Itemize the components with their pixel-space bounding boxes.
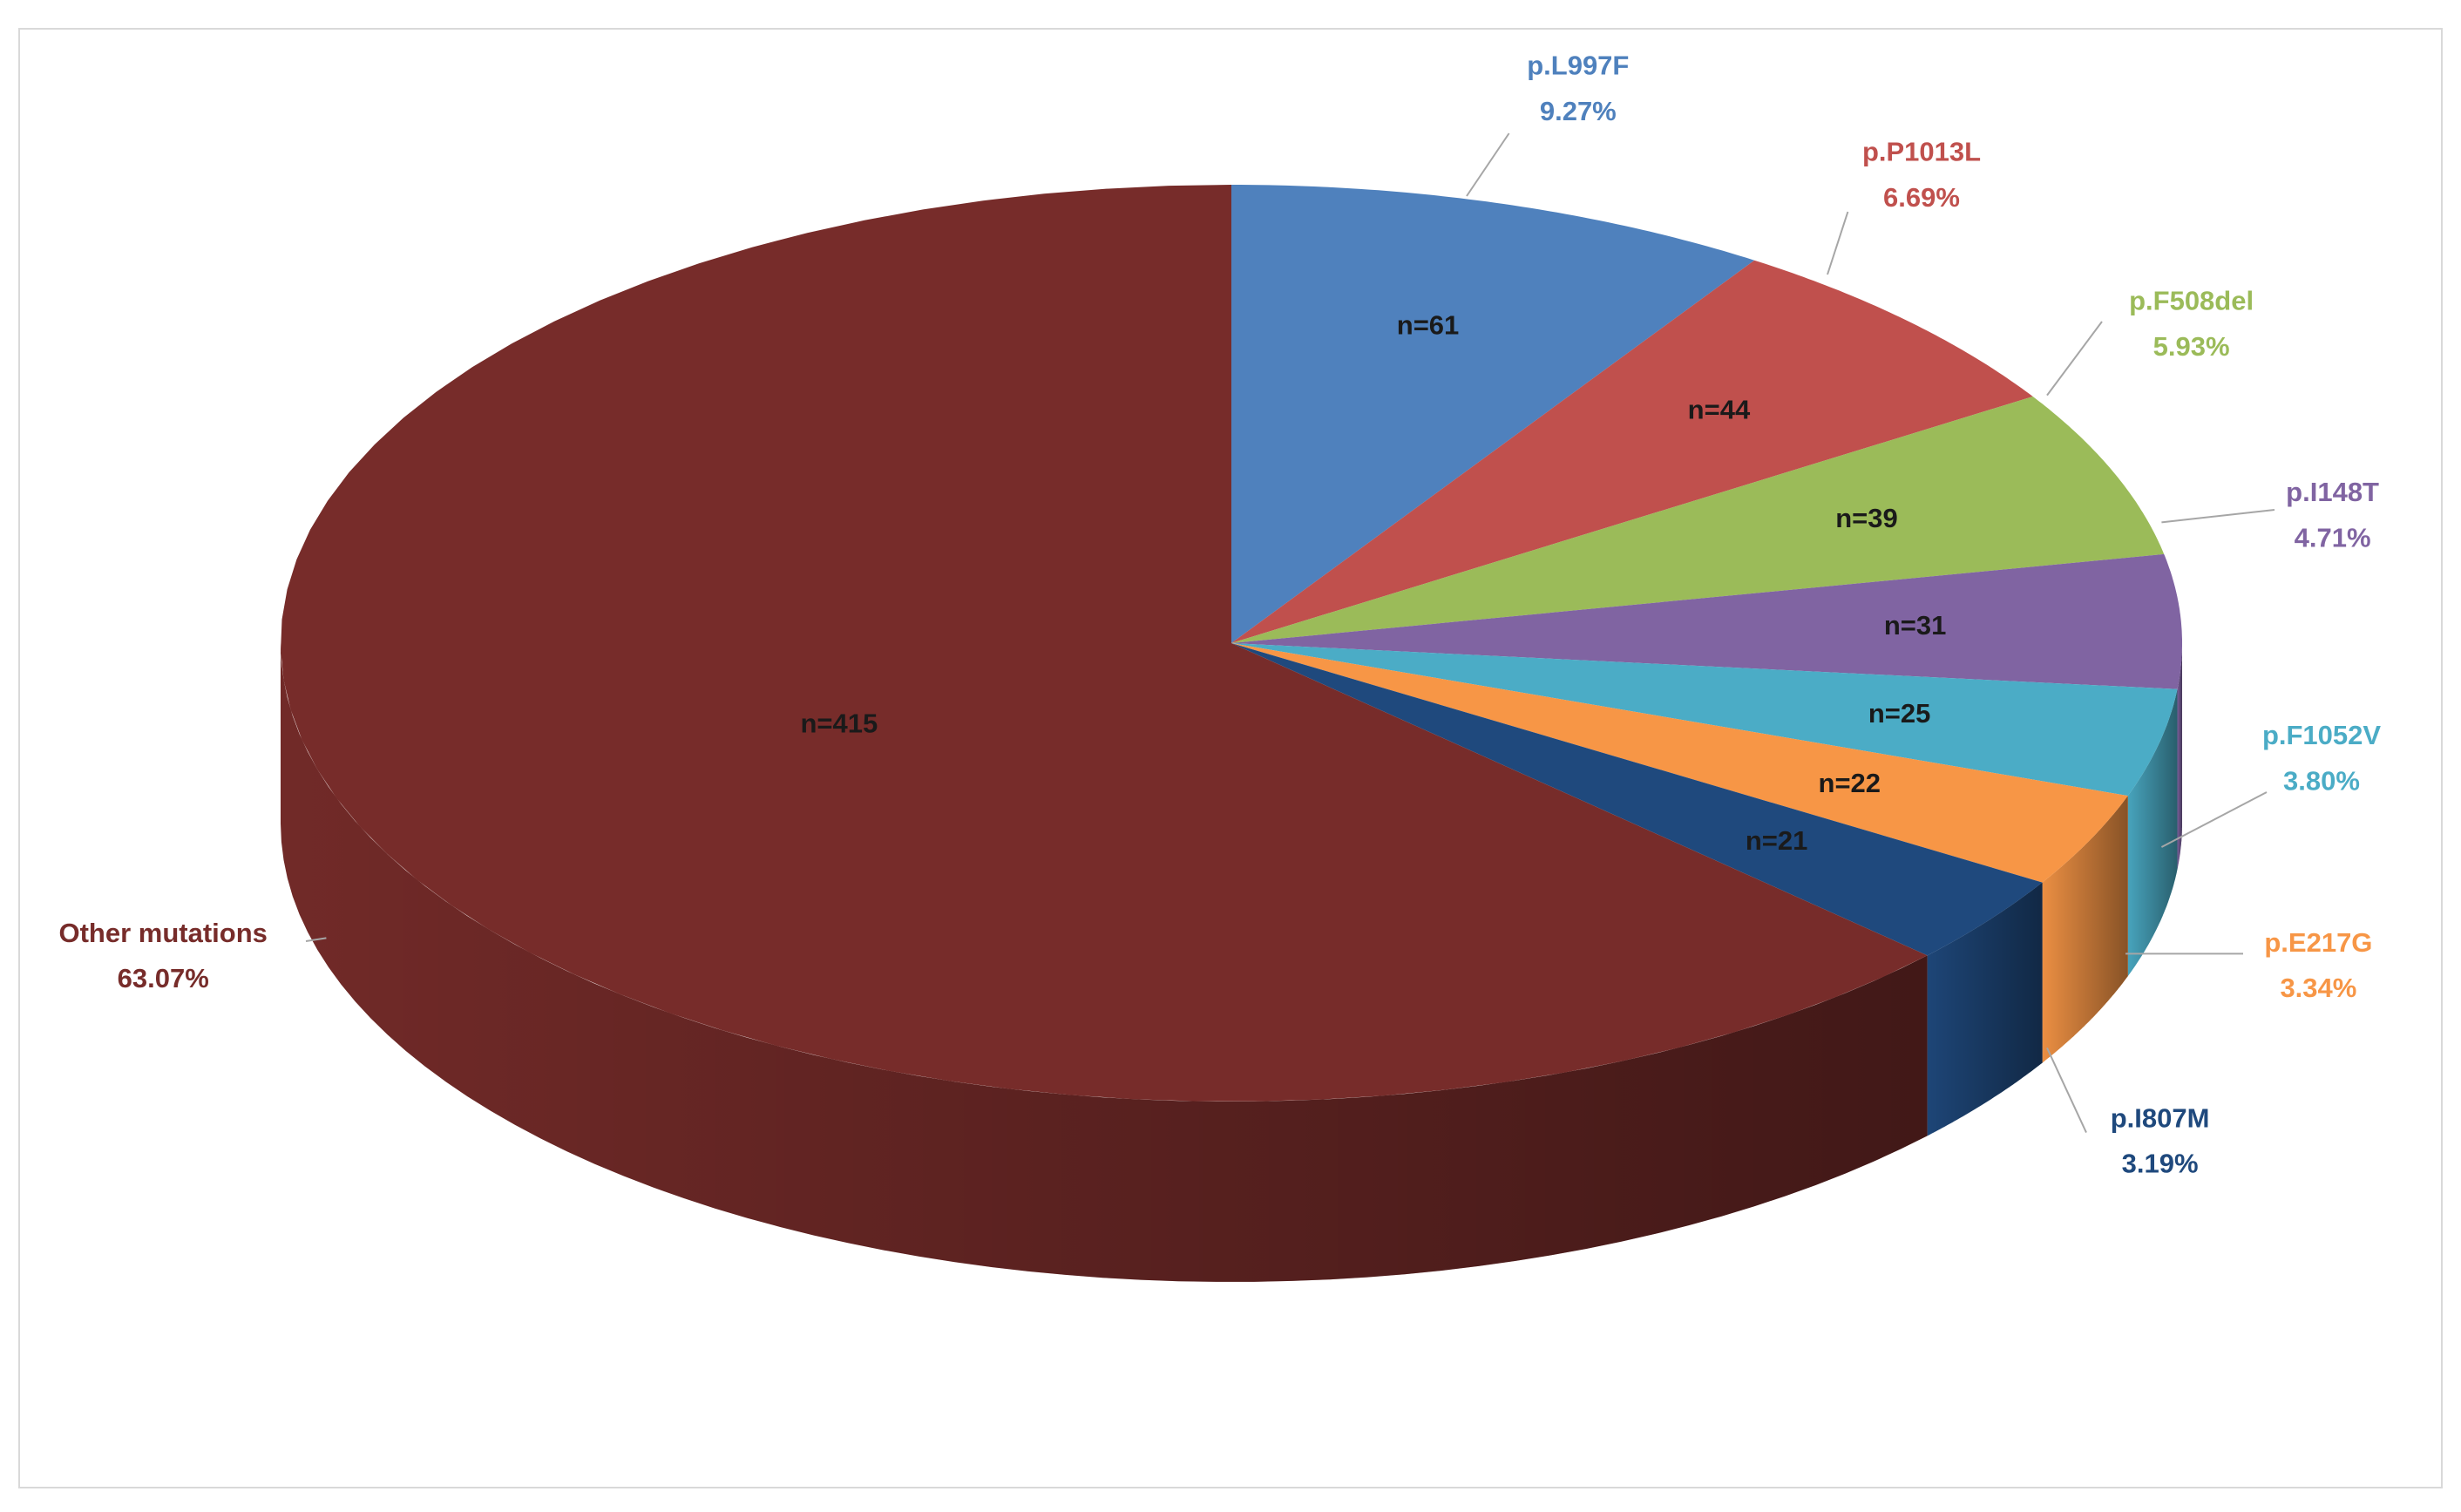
count-label: n=21	[1746, 825, 1808, 856]
category-label: p.F1052V	[2262, 720, 2381, 750]
value-label: 3.19%	[2122, 1149, 2199, 1179]
slice	[281, 185, 1928, 1102]
leader-line	[1466, 132, 1510, 197]
leader-line	[2046, 1047, 2087, 1134]
value-label: 63.07%	[118, 963, 209, 993]
count-label: n=25	[1868, 698, 1931, 729]
category-label: p.I148T	[2286, 477, 2379, 507]
slice	[1231, 397, 2165, 643]
value-label: 6.69%	[1883, 182, 1960, 213]
slice	[1231, 643, 2128, 883]
count-label: n=61	[1397, 309, 1460, 340]
wall-shade	[2127, 688, 2178, 977]
category-label: p.P1013L	[1862, 137, 1981, 167]
leader-line	[1827, 211, 1849, 275]
slice	[1231, 643, 2178, 797]
value-label: 4.71%	[2295, 522, 2371, 553]
slice	[1231, 643, 2043, 956]
count-label: n=22	[1819, 768, 1881, 798]
leader-line	[2046, 321, 2103, 397]
category-label: p.I807M	[2111, 1102, 2210, 1133]
wall-shade	[281, 643, 1928, 1282]
value-label: 5.93%	[2153, 331, 2230, 362]
slice	[1231, 260, 2033, 643]
leader-line	[2160, 791, 2268, 848]
category-label: p.F508del	[2129, 286, 2254, 316]
value-label: 3.34%	[2280, 973, 2356, 1003]
slice	[1231, 185, 1755, 643]
count-label: n=415	[800, 709, 878, 739]
wall-shade	[2177, 643, 2182, 870]
value-label: 9.27%	[1540, 96, 1617, 126]
leader-line	[305, 937, 327, 942]
wall-shade	[2042, 796, 2128, 1063]
category-label: Other mutations	[58, 918, 267, 948]
value-label: 3.80%	[2283, 765, 2360, 796]
wall-shade	[1927, 882, 2043, 1136]
count-label: n=31	[1884, 610, 1947, 641]
category-label: p.L997F	[1527, 51, 1629, 81]
leader-line	[2161, 509, 2275, 524]
category-label: p.E217G	[2264, 927, 2372, 958]
count-label: n=44	[1688, 394, 1751, 424]
slice	[1231, 553, 2182, 689]
count-label: n=39	[1835, 503, 1898, 533]
